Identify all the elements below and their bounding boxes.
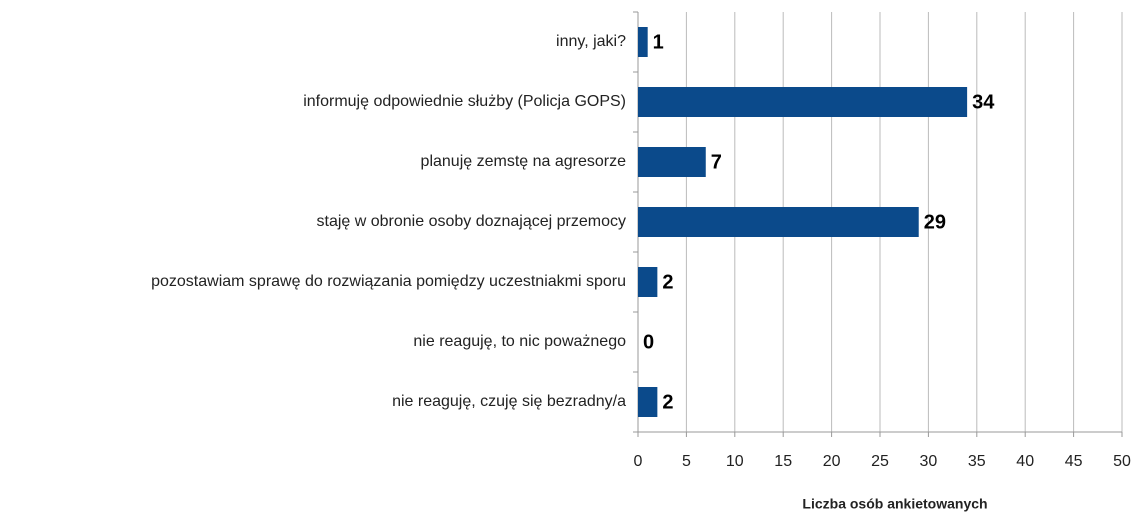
y-tick-label: pozostawiam sprawę do rozwiązania pomięd… [151, 273, 626, 290]
x-tick-label: 50 [1113, 453, 1131, 470]
x-tick-label: 20 [823, 453, 841, 470]
data-label: 1 [653, 31, 664, 53]
y-tick-label: planuję zemstę na agresorze [421, 153, 627, 170]
bar [638, 267, 658, 297]
y-tick-label: staję w obronie osoby doznającej przemoc… [317, 213, 627, 230]
x-tick-label: 45 [1065, 453, 1083, 470]
x-tick-label: 30 [920, 453, 938, 470]
bar [638, 87, 968, 117]
x-tick-label: 10 [726, 453, 744, 470]
data-label: 7 [711, 151, 722, 173]
x-tick-label: 5 [682, 453, 691, 470]
y-tick-label: informuję odpowiednie służby (Policja GO… [303, 93, 626, 110]
x-axis-label: Liczba osób ankietowanych [802, 496, 987, 512]
y-tick-label: inny, jaki? [556, 33, 626, 50]
x-tick-label: 25 [871, 453, 889, 470]
bar [638, 147, 706, 177]
x-tick-label: 15 [774, 453, 792, 470]
y-tick-label: nie reaguję, czuję się bezradny/a [392, 393, 626, 410]
bar [638, 387, 658, 417]
x-tick-label: 40 [1016, 453, 1034, 470]
y-tick-label: nie reaguję, to nic poważnego [413, 333, 626, 350]
data-label: 2 [662, 271, 673, 293]
data-label: 2 [662, 391, 673, 413]
data-label: 34 [972, 91, 995, 113]
bar [638, 27, 648, 57]
x-tick-label: 35 [968, 453, 986, 470]
data-label: 0 [643, 331, 654, 353]
x-tick-label: 0 [634, 453, 643, 470]
bar [638, 207, 919, 237]
data-label: 29 [924, 211, 946, 233]
